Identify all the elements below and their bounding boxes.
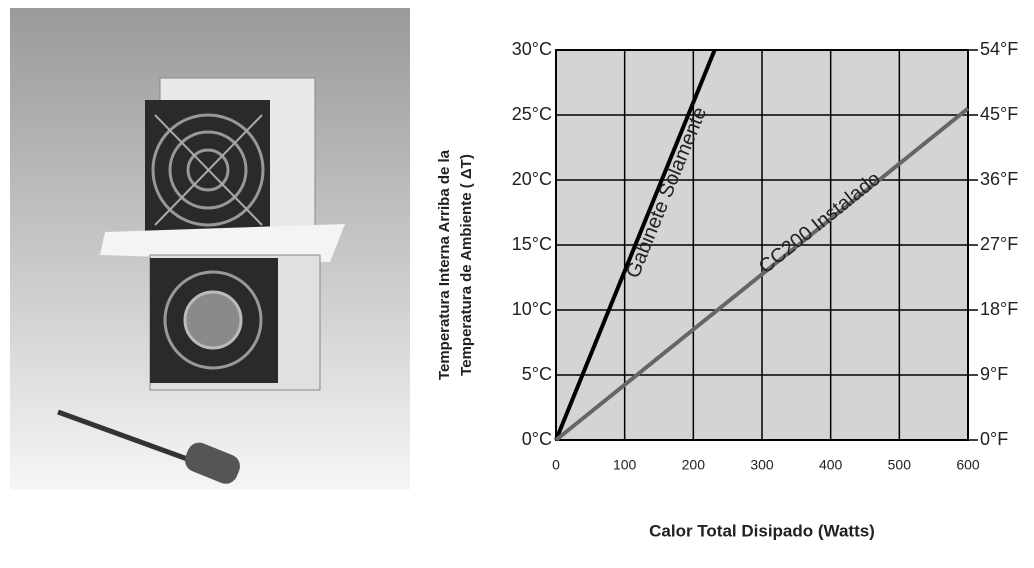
y2-tick-label: 0°F: [980, 429, 1008, 449]
y2-tick-label: 45°F: [980, 104, 1018, 124]
x-tick-label: 500: [888, 457, 912, 473]
product-photo: [10, 8, 410, 490]
y-tick-label: 0°C: [522, 429, 552, 449]
y2-tick-label: 18°F: [980, 299, 1018, 319]
y2-tick-label: 36°F: [980, 169, 1018, 189]
x-axis-title: Calor Total Disipado (Watts): [649, 521, 875, 540]
y2-tick-label: 54°F: [980, 39, 1018, 59]
y-tick-label: 15°C: [512, 234, 552, 254]
y-tick-label: 20°C: [512, 169, 552, 189]
x-tick-label: 200: [682, 457, 706, 473]
x-tick-label: 0: [552, 457, 560, 473]
y-tick-label: 30°C: [512, 39, 552, 59]
x-tick-label: 600: [956, 457, 980, 473]
y2-tick-label: 27°F: [980, 234, 1018, 254]
y-tick-label: 10°C: [512, 299, 552, 319]
page: 0 100 200 300 400 500 600 0°C 5°C 10°C 15°C 20°C 25°…: [0, 0, 1034, 563]
y2-tick-label: 9°F: [980, 364, 1008, 384]
y-tick-label: 25°C: [512, 104, 552, 124]
y-axis-title: Temperatura Interna Arriba de la: [436, 149, 453, 380]
y-axis-title: Temperatura de Ambiente ( ΔT): [458, 154, 475, 376]
x-tick-label: 300: [750, 457, 774, 473]
y-tick-label: 5°C: [522, 364, 552, 384]
x-tick-label: 100: [613, 457, 637, 473]
x-tick-label: 400: [819, 457, 843, 473]
figure: 0 100 200 300 400 500 600 0°C 5°C 10°C 15°C 20°C 25°…: [0, 0, 1034, 563]
